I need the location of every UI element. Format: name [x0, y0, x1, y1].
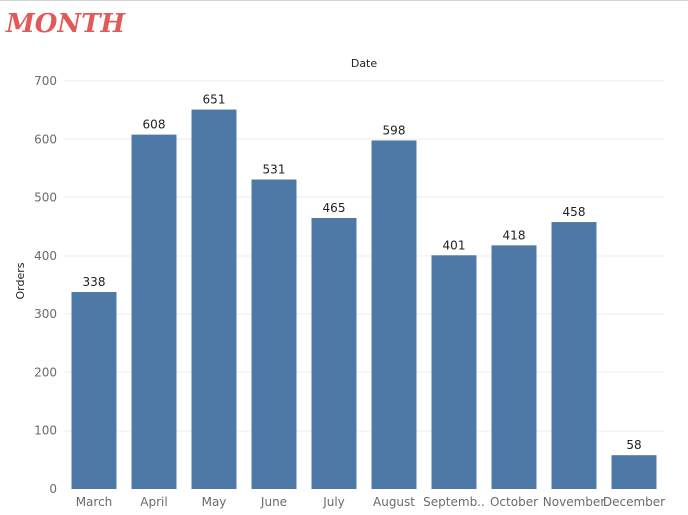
- bar[interactable]: [371, 140, 417, 490]
- x-tick-label: August: [373, 495, 415, 509]
- y-tick-label: 600: [34, 132, 57, 146]
- y-tick-label: 200: [34, 365, 57, 379]
- data-label: 598: [383, 123, 406, 137]
- data-label: 401: [443, 238, 466, 252]
- bar[interactable]: [251, 179, 297, 489]
- data-label: 338: [83, 275, 106, 289]
- x-tick-label: April: [140, 495, 167, 509]
- column-header: Date: [351, 57, 378, 70]
- x-tick-label: May: [202, 495, 227, 509]
- bar[interactable]: [491, 245, 537, 489]
- x-tick-label: July: [322, 495, 345, 509]
- data-label: 651: [203, 93, 226, 107]
- data-label: 608: [143, 118, 166, 132]
- data-label: 458: [563, 205, 586, 219]
- y-tick-label: 0: [49, 482, 57, 496]
- data-label: 465: [323, 201, 346, 215]
- x-tick-label: Septemb..: [423, 495, 485, 509]
- y-tick-label: 100: [34, 424, 57, 438]
- bar[interactable]: [131, 134, 177, 489]
- bar[interactable]: [191, 109, 237, 489]
- x-tick-label: October: [490, 495, 538, 509]
- x-tick-label: June: [260, 495, 287, 509]
- y-tick-label: 400: [34, 249, 57, 263]
- x-tick-label: March: [76, 495, 113, 509]
- bar[interactable]: [551, 222, 597, 489]
- data-label: 418: [503, 228, 526, 242]
- y-axis-title: Orders: [14, 262, 27, 299]
- bar[interactable]: [611, 455, 657, 489]
- bar[interactable]: [71, 291, 117, 489]
- page-title: MONTH: [6, 9, 126, 39]
- bar[interactable]: [311, 217, 357, 489]
- data-label: 58: [626, 438, 641, 452]
- x-tick-label: December: [603, 495, 665, 509]
- y-tick-label: 700: [34, 74, 57, 88]
- data-label: 531: [263, 163, 286, 177]
- bar[interactable]: [431, 255, 477, 489]
- y-tick-label: 500: [34, 191, 57, 205]
- y-tick-label: 300: [34, 307, 57, 321]
- x-tick-label: November: [543, 495, 605, 509]
